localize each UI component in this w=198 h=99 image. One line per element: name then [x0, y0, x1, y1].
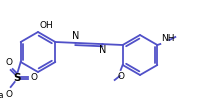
Text: S: S — [13, 73, 20, 83]
Text: O: O — [31, 73, 38, 82]
Text: O: O — [5, 90, 12, 99]
Text: O: O — [5, 58, 12, 67]
Text: OH: OH — [39, 21, 53, 30]
Text: Na: Na — [0, 91, 4, 99]
Text: N: N — [99, 45, 106, 55]
Text: O: O — [117, 72, 124, 81]
Text: NH: NH — [161, 34, 175, 43]
Text: N: N — [72, 31, 79, 41]
